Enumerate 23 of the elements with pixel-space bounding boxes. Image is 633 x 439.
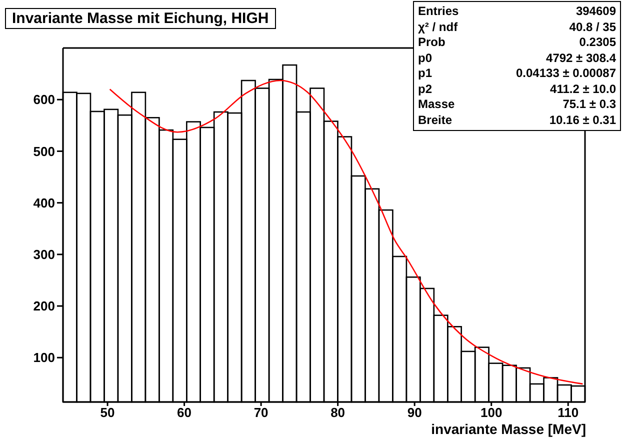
x-tick-label: 90 <box>407 405 422 420</box>
text: p0 4792 ± 308.4 <box>418 50 616 64</box>
y-tick-label: 500 <box>33 144 55 159</box>
y-tick-label: 400 <box>33 195 55 210</box>
text: Breite 10.16 ± 0.31 <box>418 112 616 126</box>
chart-title: Invariante Masse mit Eichung, HIGH <box>5 8 276 29</box>
text: Masse 75.1 ± 0.3 <box>418 97 616 111</box>
text: p1 0.04133 ± 0.00087 <box>418 66 616 80</box>
text: Prob 0.2305 <box>418 35 616 49</box>
x-tick-label: 60 <box>177 405 192 420</box>
x-tick-label: 110 <box>558 405 579 420</box>
y-tick-label: 100 <box>33 350 55 366</box>
text: Entries 394609 <box>418 4 616 18</box>
x-tick-label: 50 <box>100 405 115 420</box>
text: p2 411.2 ± 10.0 <box>418 82 616 96</box>
x-tick-label: 80 <box>330 405 346 420</box>
text: χ² / ndf 40.8 / 35 <box>418 20 616 34</box>
y-tick-label: 600 <box>33 92 55 108</box>
y-tick-label: 200 <box>33 298 55 314</box>
x-tick-label: 100 <box>480 405 502 420</box>
x-tick-label: 70 <box>254 405 268 420</box>
x-axis-title: invariante Masse [MeV] <box>431 421 586 437</box>
y-tick-label: 300 <box>33 247 55 262</box>
